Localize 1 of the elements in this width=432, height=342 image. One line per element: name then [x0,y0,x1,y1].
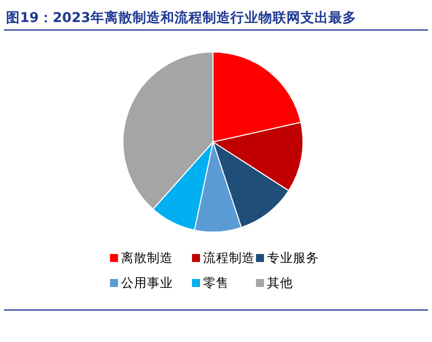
title: 图19：2023年离散制造和流程制造行业物联网支出最多 [6,10,356,26]
